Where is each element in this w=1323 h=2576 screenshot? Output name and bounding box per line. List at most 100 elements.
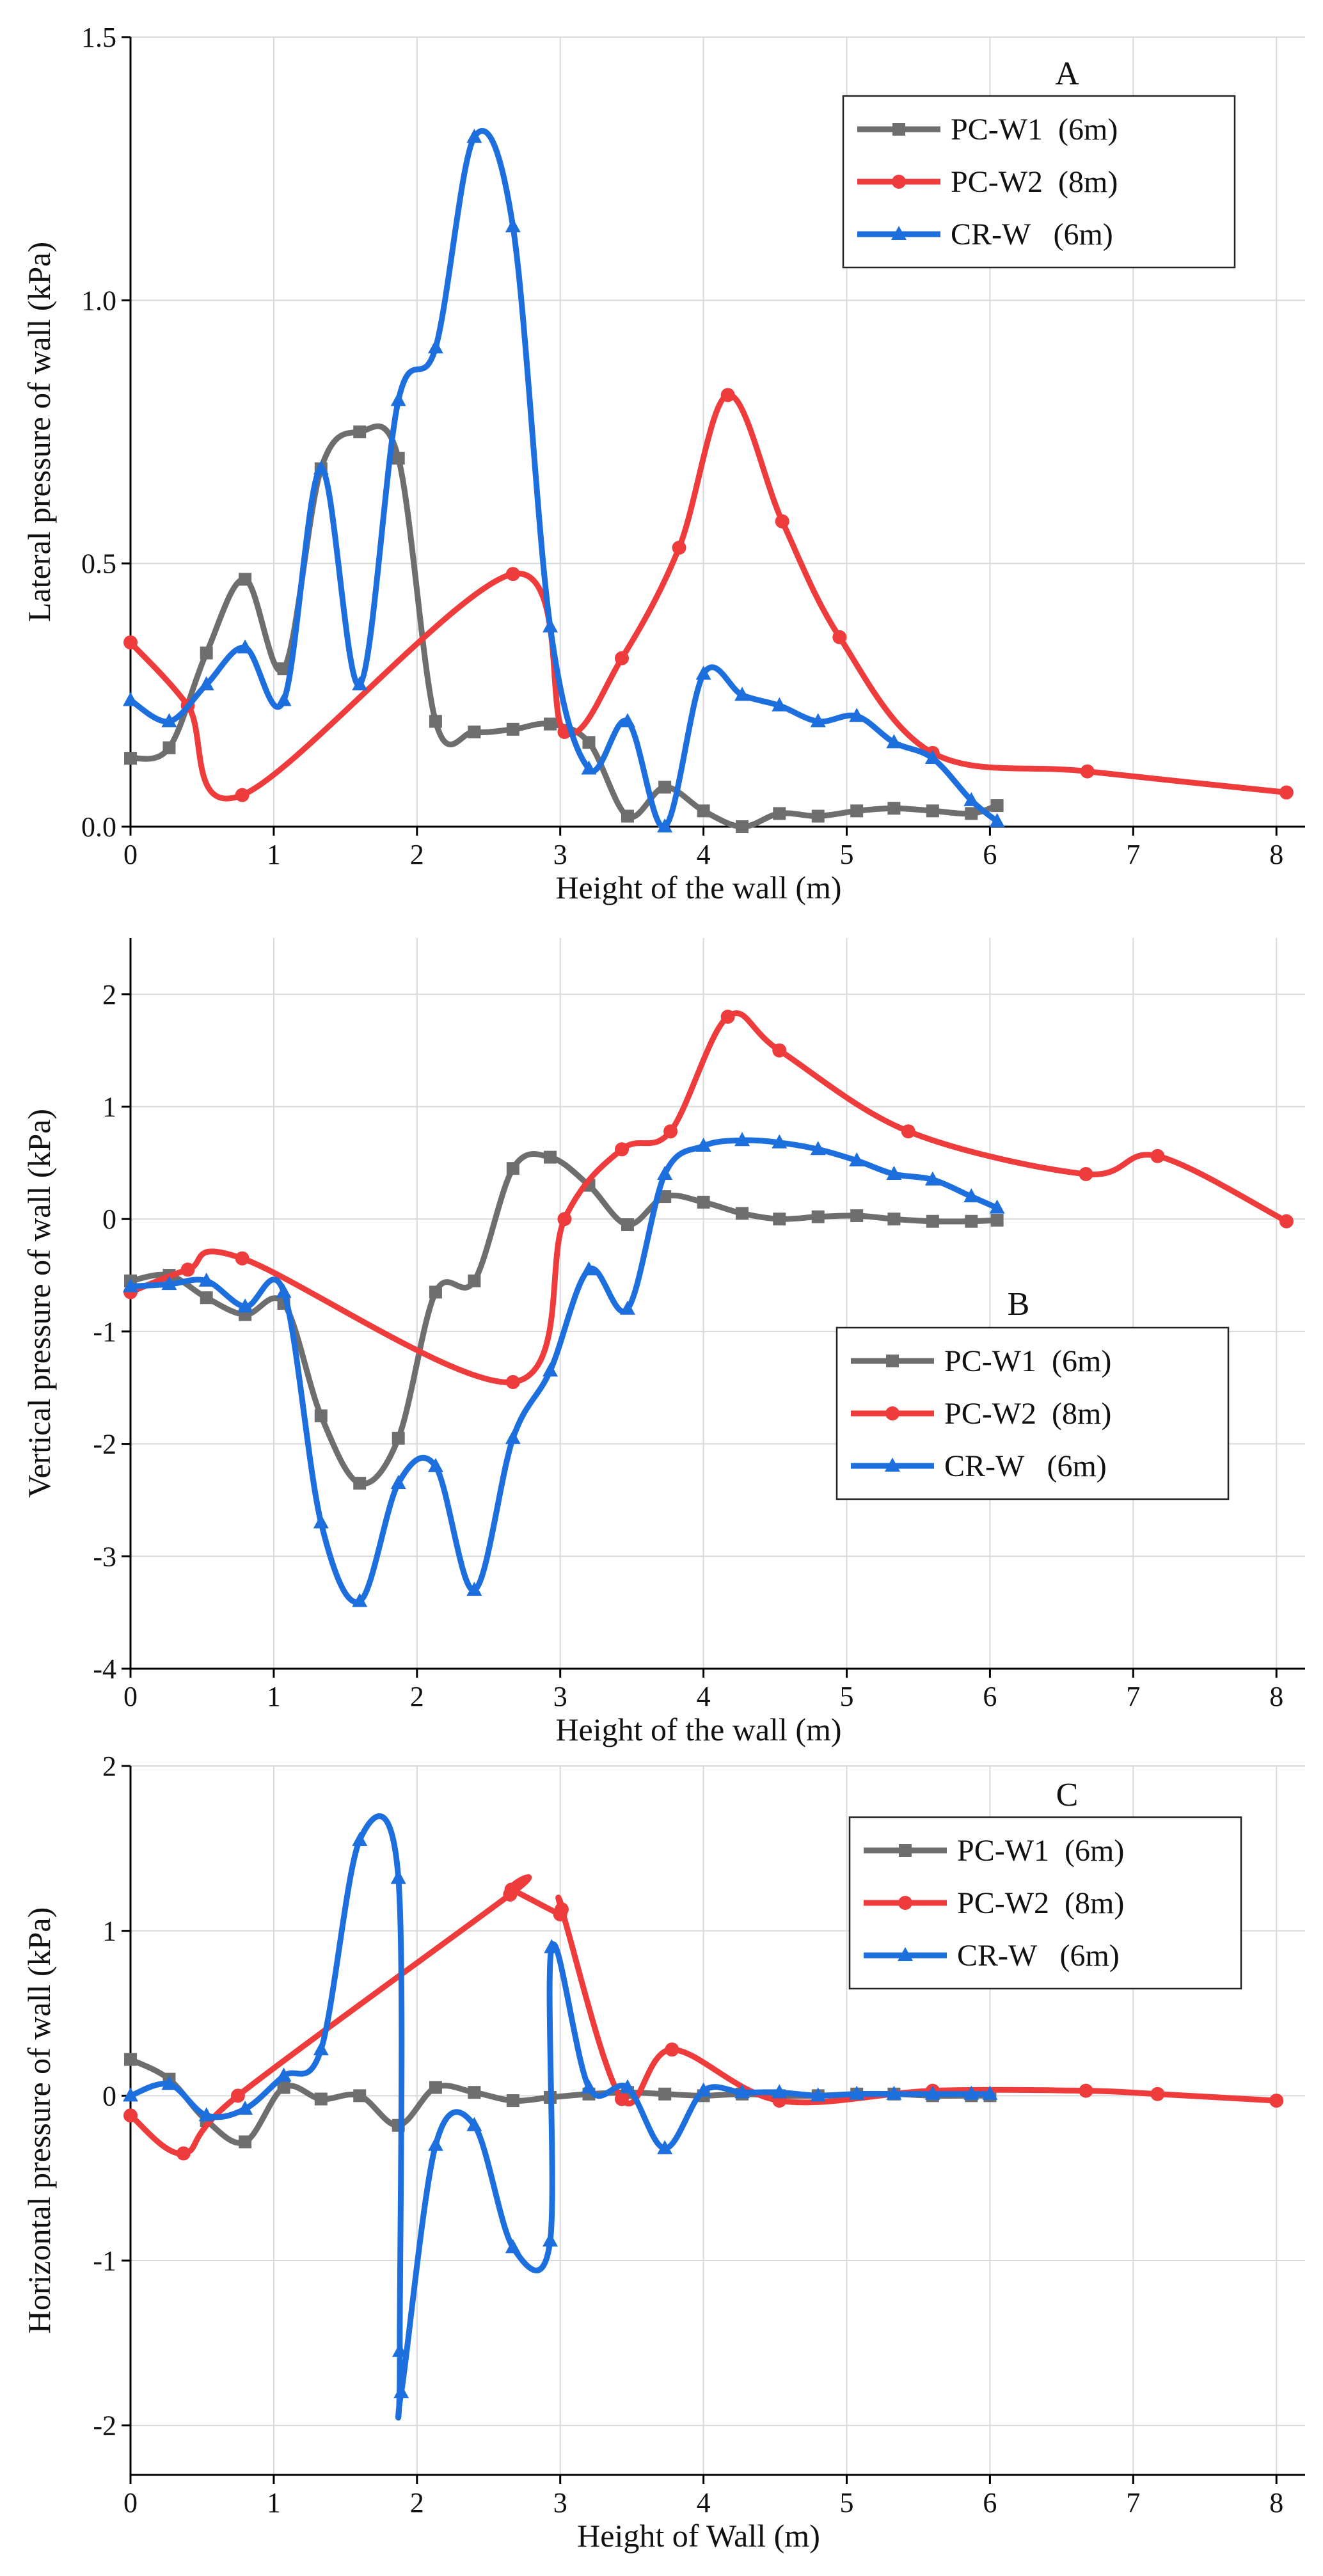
data-point	[811, 1210, 825, 1223]
legend-entry: PC-W1 (6m)	[951, 113, 1118, 147]
data-point	[658, 781, 672, 794]
data-point	[557, 1212, 572, 1227]
legend-marker	[886, 1355, 899, 1367]
data-point	[180, 1262, 195, 1277]
legend-marker	[891, 226, 907, 240]
data-point	[427, 1458, 443, 1472]
series-2	[123, 128, 1005, 832]
data-point	[276, 2067, 292, 2082]
panel-c: 0 1 2 3 4 5 6 7 8 -2 -1 0 1 2 Height of Wall (m) Horizo…	[21, 1751, 1305, 2554]
data-point	[543, 2232, 559, 2247]
legend-marker	[899, 1844, 912, 1857]
data-point	[621, 809, 634, 823]
x-tick-label: 3	[553, 1681, 567, 1712]
y-axis-label: Vertical pressure of wall (kPa)	[21, 1109, 57, 1498]
data-point	[429, 715, 442, 728]
data-point	[544, 717, 557, 731]
y-tick-label: -2	[93, 2410, 116, 2442]
y-tick-label: 1.5	[81, 22, 116, 53]
data-point	[543, 1362, 559, 1377]
legend: PC-W1 (6m) PC-W2 (8m) CR-W (6m)	[848, 1816, 1242, 1990]
data-point	[772, 2084, 788, 2099]
data-point	[1279, 785, 1294, 800]
x-tick-label: 5	[840, 839, 854, 870]
data-point	[887, 802, 901, 815]
x-tick-label: 7	[1126, 2487, 1140, 2518]
data-point	[887, 1212, 901, 1226]
panel-b: 0 1 2 3 4 5 6 7 8 -4 -3 -2 -1 0 1 2 Height of the wall (…	[21, 938, 1305, 1747]
data-point	[506, 1162, 519, 1175]
data-point	[963, 1188, 979, 1203]
x-tick-label: 5	[840, 2487, 854, 2518]
data-point	[926, 1214, 939, 1228]
data-point	[924, 750, 940, 765]
y-tick-label: -1	[93, 2245, 116, 2277]
legend-entry: PC-W1 (6m)	[944, 1344, 1111, 1378]
data-point	[198, 676, 214, 690]
data-point	[554, 1902, 569, 1917]
data-point	[276, 692, 292, 706]
legend-entry: PC-W2 (8m)	[957, 1886, 1124, 1920]
y-tick-label: -2	[93, 1429, 116, 1460]
data-point	[1079, 2083, 1093, 2098]
data-point	[466, 129, 482, 143]
data-point	[720, 388, 735, 402]
data-point	[390, 392, 406, 406]
series-line	[127, 1813, 993, 2421]
data-point	[619, 2079, 635, 2094]
y-tick-label: 1	[102, 1916, 116, 1947]
data-point	[161, 2076, 177, 2090]
data-point	[123, 692, 138, 706]
data-point	[982, 2085, 998, 2100]
x-tick-label: 2	[410, 839, 424, 870]
data-point	[849, 2085, 865, 2100]
data-point	[429, 1285, 442, 1299]
data-point	[850, 1209, 864, 1222]
data-point	[965, 807, 978, 820]
panel-label: B	[1008, 1286, 1030, 1323]
data-point	[353, 2089, 367, 2103]
data-point	[965, 1214, 978, 1228]
data-point	[277, 662, 290, 676]
data-point	[505, 218, 521, 233]
x-tick-label: 4	[697, 839, 711, 870]
data-point	[544, 1150, 557, 1164]
legend-entry: PC-W2 (8m)	[951, 165, 1118, 199]
data-point	[736, 820, 749, 833]
legend-entry: CR-W (6m)	[957, 1939, 1120, 1973]
x-tick-label: 1	[267, 839, 281, 870]
y-tick-label: 0.5	[81, 548, 116, 580]
data-point	[504, 1882, 519, 1897]
series-line	[127, 128, 1001, 830]
x-tick-label: 1	[267, 1681, 281, 1712]
data-point	[695, 1138, 711, 1152]
series-2	[123, 1813, 998, 2421]
legend-entry: CR-W (6m)	[951, 218, 1113, 251]
legend: PC-W1 (6m) PC-W2 (8m) CR-W (6m)	[836, 1326, 1230, 1500]
data-point	[314, 2092, 328, 2106]
x-tick-label: 6	[983, 1681, 997, 1712]
data-point	[850, 804, 864, 818]
y-tick-label: 0	[102, 1204, 116, 1235]
data-point	[1279, 1214, 1294, 1228]
y-tick-label: -4	[93, 1653, 116, 1685]
data-point	[963, 791, 979, 806]
data-point	[198, 1272, 214, 1287]
data-point	[543, 618, 559, 633]
data-point	[1269, 2094, 1284, 2108]
data-point	[924, 2085, 940, 2100]
data-point	[657, 1165, 673, 1180]
data-point	[392, 2342, 408, 2357]
x-tick-label: 2	[410, 1681, 424, 1712]
legend-entry: PC-W1 (6m)	[957, 1834, 1124, 1868]
legend-entry: CR-W (6m)	[944, 1449, 1107, 1483]
data-point	[695, 2082, 711, 2097]
data-point	[392, 1431, 405, 1445]
data-point	[352, 1831, 368, 1846]
data-point	[235, 788, 250, 802]
data-point	[352, 1593, 368, 1607]
data-point	[506, 2094, 519, 2108]
data-point	[734, 2084, 750, 2099]
y-tick-label: -3	[93, 1541, 116, 1572]
data-point	[466, 1582, 482, 1596]
